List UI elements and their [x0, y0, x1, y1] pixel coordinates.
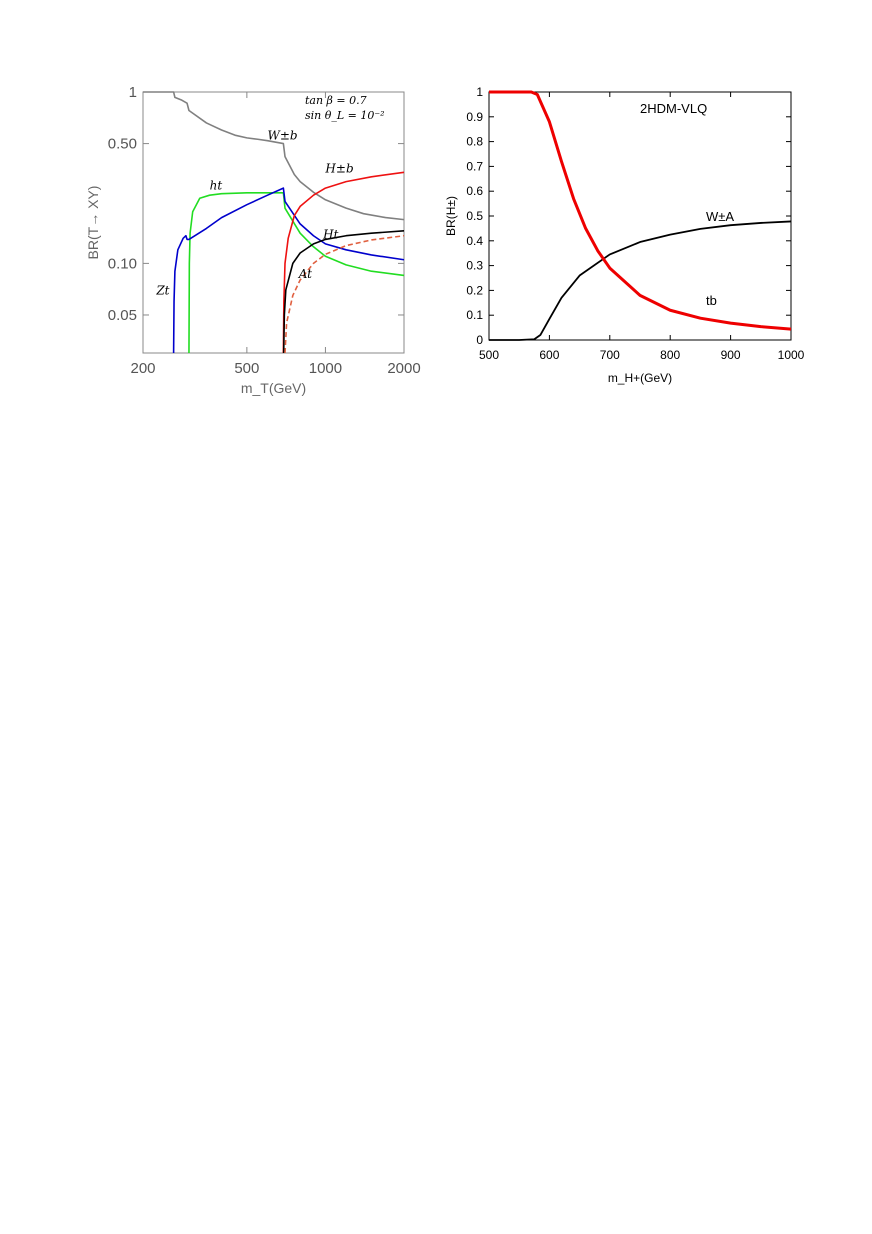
right-y-tick-label: 0.6 — [466, 184, 483, 198]
series-wa — [489, 220, 792, 341]
right-y-tick-label: 0.5 — [466, 209, 483, 223]
left-y-tick-label: 0.50 — [108, 136, 137, 153]
left-y-axis-label: BR(T→ XY) — [85, 186, 101, 260]
right-y-tick-label: 1 — [476, 85, 483, 99]
right-chart: 500 600 700 800 900 1000 0 0.1 0.2 0.3 0.4 0.5 0.6 0.… — [444, 85, 805, 385]
left-ticks: 200 500 1000 2000 0.05 0.10 0.50 1 — [108, 84, 421, 377]
label-hb: H±b — [324, 161, 353, 175]
left-curve-labels: W±b ht Zt H±b Ht At — [155, 128, 353, 297]
series-ht — [188, 192, 405, 354]
right-x-tick-label: 1000 — [778, 348, 805, 362]
right-chart-title: 2HDM-VLQ — [640, 101, 707, 116]
left-x-tick-label: 200 — [130, 360, 155, 377]
right-x-tick-label: 500 — [479, 348, 499, 362]
left-y-tick-label: 0.05 — [108, 307, 137, 324]
left-chart: 200 500 1000 2000 0.05 0.10 0.50 1 W±b ht Zt H±… — [85, 84, 421, 396]
right-x-tick-label: 600 — [539, 348, 559, 362]
series-wb — [143, 91, 405, 221]
right-x-tick-label: 900 — [721, 348, 741, 362]
label-Ht: Ht — [322, 227, 338, 241]
label-tb: tb — [706, 293, 717, 308]
right-y-tick-label: 0.9 — [466, 110, 483, 124]
label-wa: W±A — [706, 209, 734, 224]
series-zt — [172, 187, 405, 354]
series-tb — [489, 90, 792, 331]
left-plot-frame — [142, 91, 405, 354]
label-zt: Zt — [155, 283, 169, 297]
left-x-tick-label: 1000 — [309, 360, 342, 377]
label-At: At — [298, 267, 312, 281]
right-y-tick-label: 0.2 — [466, 283, 483, 297]
label-wb: W±b — [268, 128, 298, 142]
right-y-tick-label: 0.4 — [466, 234, 483, 248]
right-x-axis-label: m_H+(GeV) — [608, 371, 672, 385]
left-x-tick-label: 2000 — [387, 360, 420, 377]
right-x-tick-label: 700 — [600, 348, 620, 362]
label-ht: ht — [210, 178, 223, 192]
right-series — [489, 90, 792, 341]
right-y-tick-label: 0.8 — [466, 135, 483, 149]
series-hb — [282, 171, 405, 354]
left-y-tick-label: 1 — [129, 84, 137, 101]
series-at — [284, 234, 405, 354]
annotation-sintheta: sin θ_L = 10⁻² — [305, 109, 385, 122]
annotation-tanbeta: tan β = 0.7 — [305, 94, 367, 107]
right-y-tick-label: 0.1 — [466, 308, 483, 322]
right-plot-frame — [488, 91, 792, 341]
right-x-tick-label: 800 — [660, 348, 680, 362]
right-y-tick-label: 0.7 — [466, 159, 483, 173]
left-series — [143, 91, 405, 354]
left-y-tick-label: 0.10 — [108, 255, 137, 272]
right-y-tick-label: 0 — [476, 333, 483, 347]
left-x-axis-label: m_T(GeV) — [241, 380, 306, 396]
left-x-tick-label: 500 — [234, 360, 259, 377]
right-y-axis-label: BR(H±) — [444, 196, 458, 236]
series-ht — [282, 229, 405, 354]
right-y-tick-label: 0.3 — [466, 259, 483, 273]
